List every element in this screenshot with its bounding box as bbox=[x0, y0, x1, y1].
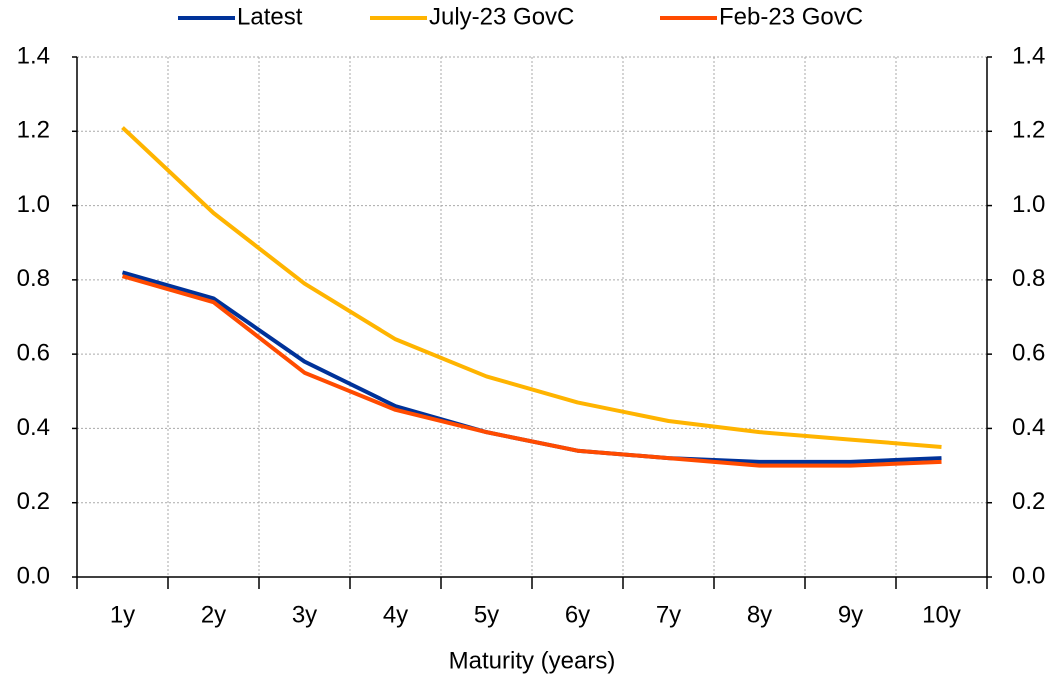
x-tick-label: 4y bbox=[383, 601, 408, 628]
x-tick-label: 5y bbox=[474, 601, 499, 628]
y-tick-label: 0.6 bbox=[17, 339, 50, 366]
y-tick-label: 1.0 bbox=[17, 191, 50, 218]
y-tick-label: 0.4 bbox=[17, 414, 50, 441]
x-tick-label: 3y bbox=[292, 601, 317, 628]
y-tick-label: 0.2 bbox=[17, 488, 50, 515]
y2-tick-label: 0.0 bbox=[1012, 562, 1045, 589]
legend-label: July-23 GovC bbox=[429, 3, 574, 30]
y-tick-label: 1.2 bbox=[17, 117, 50, 144]
x-tick-label: 6y bbox=[565, 601, 590, 628]
y2-tick-label: 0.4 bbox=[1012, 414, 1045, 441]
y-tick-label: 0.0 bbox=[17, 562, 50, 589]
series-line bbox=[121, 126, 942, 449]
y2-tick-label: 1.0 bbox=[1012, 191, 1045, 218]
y2-tick-label: 1.2 bbox=[1012, 117, 1045, 144]
y2-tick-label: 1.4 bbox=[1012, 42, 1045, 69]
x-tick-label: 8y bbox=[747, 601, 772, 628]
x-axis-label: Maturity (years) bbox=[449, 647, 616, 674]
legend-label: Latest bbox=[237, 3, 303, 30]
x-tick-label: 2y bbox=[201, 601, 226, 628]
legend-label: Feb-23 GovC bbox=[719, 3, 863, 30]
x-tick-label: 10y bbox=[922, 601, 961, 628]
x-tick-label: 7y bbox=[656, 601, 681, 628]
y2-tick-label: 0.6 bbox=[1012, 339, 1045, 366]
x-tick-label: 1y bbox=[110, 601, 135, 628]
y2-tick-label: 0.2 bbox=[1012, 488, 1045, 515]
x-tick-label: 9y bbox=[838, 601, 863, 628]
y-tick-label: 1.4 bbox=[17, 42, 50, 69]
y2-tick-label: 0.8 bbox=[1012, 265, 1045, 292]
series-line bbox=[121, 274, 942, 468]
y-tick-label: 0.8 bbox=[17, 265, 50, 292]
